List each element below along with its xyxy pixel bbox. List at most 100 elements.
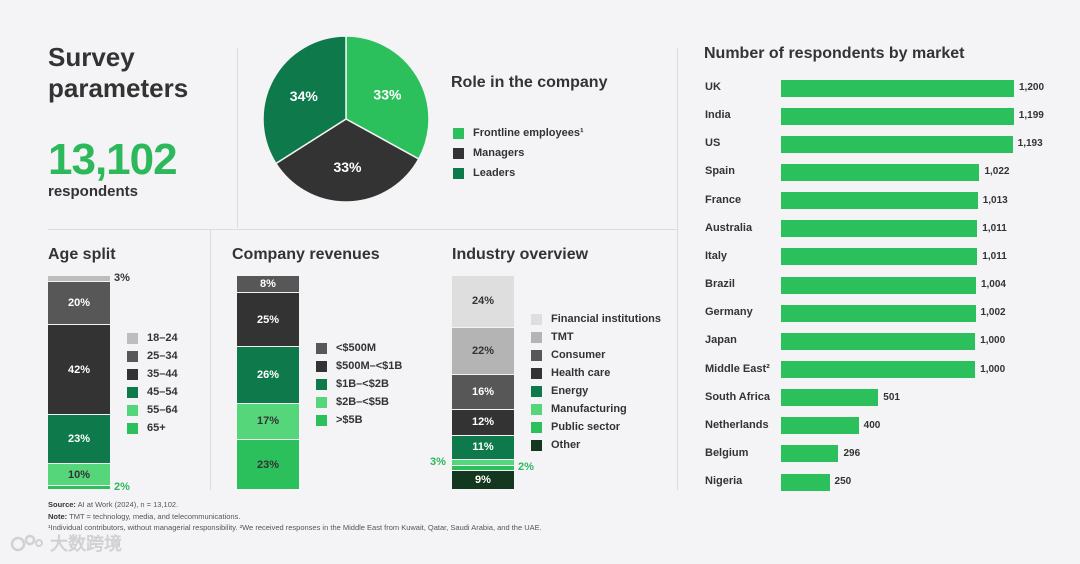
segment-label-health-care: 12%: [471, 416, 495, 429]
legend-label: Manufacturing: [551, 403, 627, 415]
market-bar-india: [781, 107, 1014, 125]
segment-health-care: 12%: [452, 410, 514, 435]
segment-500m-1b: 25%: [237, 293, 299, 347]
role-legend-item-leaders: Leaders: [453, 167, 515, 179]
legend-item-35-44: 35–44: [127, 368, 178, 380]
segment-5b: 23%: [237, 440, 299, 489]
legend-swatch: [531, 313, 542, 325]
market-bar-germany: [781, 304, 976, 322]
legend-label: Health care: [551, 367, 611, 379]
segment-label-consumer: 16%: [471, 386, 495, 399]
legend-swatch: [531, 421, 542, 433]
legend-item-manufacturing: Manufacturing: [531, 403, 627, 415]
legend-label: Consumer: [551, 349, 606, 361]
market-label-france: France: [705, 193, 742, 206]
segment-65: [48, 485, 110, 489]
segment-label-500m: 8%: [260, 278, 276, 291]
legend-label: 45–54: [147, 386, 178, 398]
legend-label: Public sector: [551, 421, 621, 433]
legend-label: Other: [551, 439, 581, 451]
market-label-us: US: [705, 137, 721, 150]
market-bar-nigeria: [781, 473, 830, 491]
legend-item-public-sector: Public sector: [531, 421, 620, 433]
market-bar-south-africa: [781, 389, 879, 407]
legend-label: $1B–<$2B: [336, 378, 389, 390]
legend-label: $2B–<$5B: [336, 396, 389, 408]
legend-label: 18–24: [147, 332, 178, 344]
respondents-count: 13,102: [48, 135, 178, 184]
segment-other: 9%: [452, 470, 514, 489]
source-label: Source:: [48, 500, 76, 509]
market-value-us: 1,193: [1017, 138, 1043, 150]
market-value-india: 1,199: [1018, 110, 1044, 122]
market-value-spain: 1,022: [984, 166, 1010, 178]
segment-label-45-54: 23%: [67, 433, 91, 446]
footnote-note: Note: TMT = technology, media, and telec…: [48, 512, 240, 521]
segment-1b-2b: 26%: [237, 347, 299, 403]
footnote-details: ¹Individual contributors, without manage…: [48, 523, 542, 532]
legend-item-other: Other: [531, 439, 580, 451]
pie-slice-managers: [274, 118, 420, 203]
market-label-south-africa: South Africa: [705, 390, 770, 403]
segment-label-5b: 23%: [256, 458, 280, 471]
pie-slice-leaders: [262, 35, 347, 165]
legend-swatch: [531, 439, 542, 451]
legend-swatch: [316, 360, 327, 372]
divider-horizontal-left: [48, 229, 677, 230]
industry-chart-title: Industry overview: [452, 246, 589, 263]
note-text: TMT = technology, media, and telecommuni…: [67, 512, 241, 521]
market-label-spain: Spain: [705, 165, 735, 178]
segment-label-tmt: 22%: [471, 345, 495, 358]
legend-item-tmt: TMT: [531, 331, 574, 343]
segment-label-500m-1b: 25%: [256, 313, 280, 326]
market-bar-middle-east: [781, 361, 976, 378]
role-legend-label: Frontline employees¹: [473, 127, 584, 139]
role-legend-swatch: [453, 167, 464, 179]
market-label-brazil: Brazil: [705, 278, 735, 291]
market-label-japan: Japan: [705, 334, 737, 347]
legend-swatch: [127, 332, 138, 344]
role-legend-label: Managers: [473, 147, 525, 159]
market-bar-italy: [781, 248, 978, 266]
market-value-netherlands: 400: [863, 419, 881, 431]
legend-label: 55–64: [147, 404, 178, 416]
segment-manufacturing: [452, 459, 514, 466]
segment-consumer: 16%: [452, 375, 514, 409]
market-label-uk: UK: [705, 81, 721, 93]
legend-label: 25–34: [147, 350, 178, 362]
market-bar-belgium: [781, 445, 839, 463]
legend-item-1b-2b: $1B–<$2B: [316, 378, 389, 390]
role-legend-swatch: [453, 147, 464, 159]
respondents-label: respondents: [48, 183, 139, 200]
legend-swatch: [127, 368, 138, 380]
market-label-australia: Australia: [705, 221, 753, 234]
market-label-nigeria: Nigeria: [705, 475, 743, 488]
segment-tmt: 22%: [452, 327, 514, 375]
legend-item-18-24: 18–24: [127, 332, 178, 344]
age-chart-title: Age split: [48, 246, 116, 263]
market-value-middle-east: 1,000: [980, 363, 1006, 375]
segment-label-other: 9%: [475, 473, 491, 486]
segment-public-sector: [452, 466, 514, 470]
legend-label: 35–44: [147, 368, 178, 380]
segment-label-55-64: 10%: [67, 468, 91, 481]
segment-label-2b-5b: 17%: [256, 415, 280, 428]
market-value-belgium: 296: [843, 447, 861, 459]
note-label: Note:: [48, 512, 68, 521]
legend-item-financial-institutions: Financial institutions: [531, 313, 661, 325]
footnote-source: Source: AI at Work (2024), n = 13,102.: [48, 500, 178, 509]
legend-swatch: [316, 342, 327, 354]
legend-swatch: [316, 396, 327, 408]
legend-label: >$5B: [336, 414, 363, 426]
segment-label-25-34: 20%: [67, 297, 91, 310]
legend-item-500m: <$500M: [316, 342, 376, 354]
market-chart-title: Number of respondents by market: [704, 45, 965, 62]
segment-label-1b-2b: 26%: [256, 368, 280, 381]
legend-item-5b: >$5B: [316, 414, 363, 426]
market-label-netherlands: Netherlands: [705, 418, 769, 431]
segment-35-44: 42%: [48, 325, 110, 415]
legend-item-health-care: Health care: [531, 367, 610, 379]
segment-financial-institutions: 24%: [452, 276, 514, 327]
segment-45-54: 23%: [48, 415, 110, 464]
segment-label-18-24: 3%: [114, 272, 130, 285]
